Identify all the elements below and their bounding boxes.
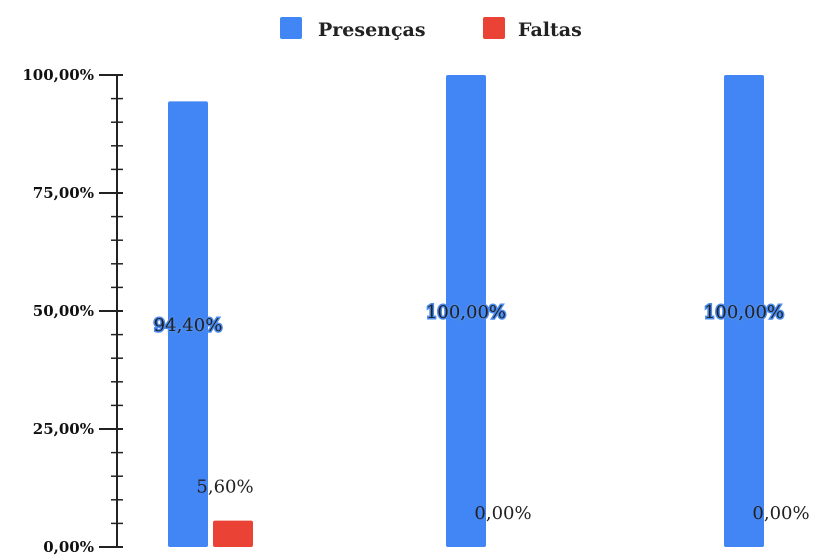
- legend: Presenças Faltas: [280, 17, 582, 41]
- data-label-presencas-2: 100,00%: [704, 302, 784, 323]
- data-label-faltas-2: 0,00%: [752, 503, 809, 524]
- y-tick-label: 75,00%: [33, 184, 94, 202]
- data-label-presencas-1: 100,00%: [426, 302, 506, 323]
- legend-swatch-presencas: [280, 17, 302, 39]
- bar-presencas-0: [168, 101, 208, 547]
- bars: [168, 75, 764, 547]
- y-tick-label: 25,00%: [33, 420, 94, 438]
- y-tick-label: 50,00%: [33, 302, 94, 320]
- data-labels: 94,40% 100,00% 100,00% 5,60% 0,00% 0,00%: [152, 301, 809, 525]
- data-label-faltas-1: 0,00%: [474, 503, 531, 524]
- bar-presencas-1: [446, 75, 486, 547]
- y-tick-label: 100,00%: [22, 66, 94, 84]
- legend-label-presencas: Presenças: [318, 19, 426, 41]
- legend-label-faltas: Faltas: [518, 19, 582, 41]
- legend-swatch-faltas: [483, 17, 505, 39]
- data-label-presencas-0: 94,40%: [154, 315, 223, 336]
- bar-faltas-0: [213, 520, 253, 547]
- y-tick-label: 0,00%: [43, 538, 94, 556]
- y-axis: 0,00% 25,00% 50,00% 75,00% 100,00%: [22, 66, 123, 556]
- data-label-faltas-0: 5,60%: [196, 477, 253, 498]
- bar-presencas-2: [724, 75, 764, 547]
